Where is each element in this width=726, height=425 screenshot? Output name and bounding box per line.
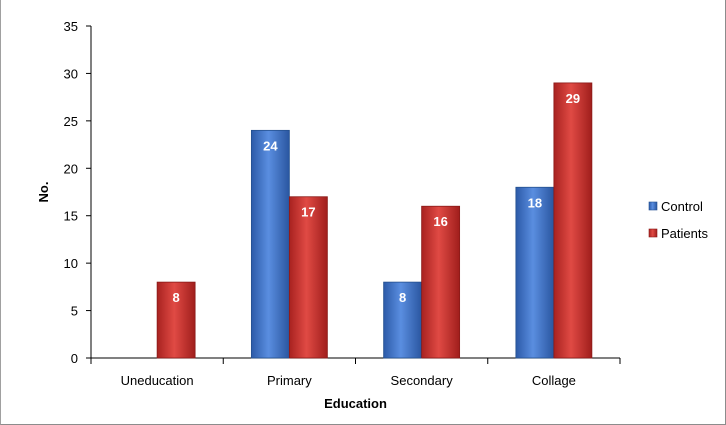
- y-tick-label: 0: [71, 351, 78, 366]
- data-label: 17: [301, 205, 315, 220]
- y-tick-label: 10: [64, 256, 78, 271]
- bar-control: [250, 129, 290, 359]
- data-label: 18: [528, 195, 542, 210]
- y-tick-label: 5: [71, 304, 78, 319]
- y-tick-label: 30: [64, 66, 78, 81]
- bar-patients: [553, 82, 593, 359]
- y-tick-label: 15: [64, 209, 78, 224]
- data-label: 8: [399, 290, 406, 305]
- data-label: 29: [566, 91, 580, 106]
- legend-swatch-control: [648, 201, 658, 211]
- legend-label-control: Control: [661, 199, 703, 214]
- data-label: 16: [433, 214, 447, 229]
- y-tick-label: 20: [64, 161, 78, 176]
- data-label: 24: [263, 138, 278, 153]
- x-tick-label: Collage: [532, 373, 576, 388]
- x-tick-label: Secondary: [391, 373, 454, 388]
- bar-patients: [288, 196, 328, 359]
- bar-control: [515, 186, 555, 359]
- bar-patients: [156, 281, 196, 359]
- x-tick-label: Primary: [267, 373, 312, 388]
- data-label: 8: [173, 290, 180, 305]
- legend-label-patients: Patients: [661, 226, 708, 241]
- x-tick-label: Uneducation: [121, 373, 194, 388]
- x-axis-title: Education: [324, 396, 387, 411]
- bar-control: [383, 281, 423, 359]
- bars: [156, 82, 593, 359]
- legend: Control Patients: [648, 199, 708, 241]
- y-axis-title: No.: [36, 182, 51, 203]
- data-labels: 8 24 17 8 16 18 29: [173, 91, 581, 305]
- y-tick-label: 35: [64, 19, 78, 34]
- bar-patients: [421, 205, 461, 359]
- y-tick-label: 25: [64, 114, 78, 129]
- legend-swatch-patients: [648, 228, 658, 238]
